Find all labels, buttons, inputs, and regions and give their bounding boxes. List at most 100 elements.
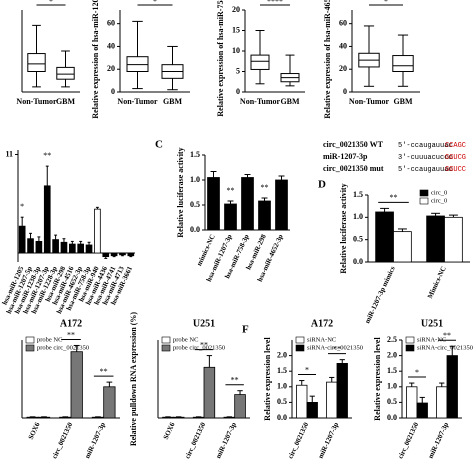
bar [26, 416, 39, 419]
significance: ** [227, 186, 235, 195]
y-tick-label: 1.5 [353, 190, 363, 199]
x-tick-label: miR-1207-3p [214, 421, 238, 460]
sequence: 5'-ccaugauuac [398, 142, 453, 150]
y-tick-label: 1.0 [387, 382, 397, 391]
bar [258, 200, 271, 231]
legend-label: siRNA-circ_0021350 [307, 344, 363, 351]
legend-label: probe NC [37, 336, 62, 343]
x-tick-label: SOX6 [27, 421, 42, 441]
chart-title: A172 [60, 318, 82, 329]
x-tick-label: circ_0021350 [396, 421, 420, 460]
y-axis-label: Relative expression of hsa-miR-1207-3p [91, 0, 100, 119]
significance: ** [100, 367, 108, 376]
y-tick-label: 0.0 [190, 225, 200, 234]
x-tick-label: SOX6 [162, 421, 177, 441]
legend-label: circ_0 [431, 197, 447, 204]
y-axis-label: Relative pulldown RNA expression (%) [129, 312, 138, 446]
y-tick-label: 0.5 [387, 397, 397, 406]
significance: ** [67, 330, 75, 339]
x-tick-label: GBM [163, 97, 183, 106]
y-axis-label: Relative expression of hsa-miR-758-3p [216, 0, 225, 117]
x-tick-label: Non-Tumor [240, 97, 281, 106]
box [250, 54, 270, 70]
binding-site: CCAGC [445, 142, 466, 150]
bar [94, 208, 101, 254]
legend-swatch [419, 197, 429, 205]
bar [326, 381, 338, 419]
y-tick-label: 1.5 [387, 366, 397, 375]
sequence: 5'-ccaugauuac [398, 166, 453, 174]
bar [203, 366, 216, 419]
bar [85, 244, 93, 254]
x-tick-label: GBM [56, 97, 76, 106]
significance: * [20, 202, 24, 211]
y-tick-label: 1.0 [353, 212, 363, 221]
y-tick-label: 40 [339, 41, 347, 50]
y-tick-label: 15 [232, 25, 240, 34]
x-tick-label: Non-Tumor [16, 97, 57, 106]
y-tick-label: 0.0 [387, 413, 397, 422]
bar [59, 416, 72, 419]
bar [436, 386, 448, 419]
x-tick-label: GBM [280, 97, 300, 106]
significance: * [415, 368, 419, 377]
y-tick-label: 60 [339, 18, 347, 27]
bar [393, 231, 412, 263]
significance: * [49, 0, 53, 6]
y-axis-label: Relative luciferase activity [339, 183, 348, 273]
bar [275, 179, 288, 231]
bar [52, 239, 59, 254]
significance: ** [43, 151, 51, 160]
sequence: 3'-cuuuacuccc [398, 154, 453, 162]
x-tick-label: miR-1207-3p [317, 421, 341, 460]
y-tick-label: 1.0 [190, 175, 200, 184]
bar [172, 416, 185, 419]
bar [241, 177, 254, 231]
significance: * [305, 365, 309, 374]
bar [43, 185, 51, 254]
legend-swatch [25, 344, 35, 352]
sequence-name: circ_0021350 WT [323, 140, 384, 149]
significance: ** [333, 344, 341, 353]
binding-site: GGUCG [445, 154, 466, 162]
y-tick-label: 11 [5, 149, 13, 158]
panel-label: C [155, 139, 163, 151]
y-axis-label: Relative expression level [263, 337, 272, 421]
legend-swatch [295, 344, 305, 352]
x-tick-label: miR-1207-3p mimics [363, 265, 397, 325]
bar [234, 394, 246, 419]
y-tick-label: 0 [236, 87, 240, 96]
box [392, 55, 414, 73]
binding-site: GGUCC [445, 166, 466, 174]
bar [77, 243, 85, 254]
bar [224, 203, 237, 231]
y-axis-label: Relative expression level [373, 337, 382, 421]
x-tick-label: miR-1207-3p [83, 421, 107, 460]
significance: ** [390, 193, 398, 202]
significance: ** [200, 340, 208, 349]
box [56, 66, 75, 80]
x-tick-label: miR-1207-3p [427, 421, 451, 460]
y-tick-label: 0 [343, 87, 347, 96]
legend-label: circ_0 [431, 189, 447, 196]
y-tick-label: 0.0 [353, 257, 363, 266]
y-tick-label: 1.5 [190, 150, 200, 159]
legend-swatch [419, 189, 429, 197]
y-tick-label: 0.0 [277, 413, 287, 422]
y-tick-label: 1.0 [277, 382, 287, 391]
y-axis-label: Relative luciferase activity [176, 147, 185, 237]
chart-title: U251 [421, 318, 443, 329]
y-tick-label: 0.5 [353, 234, 363, 243]
y-tick-label: 2.0 [277, 350, 287, 359]
y-tick-label: 20 [107, 64, 115, 73]
legend-label: siRNA-NC [307, 336, 336, 343]
legend-swatch [295, 336, 305, 344]
significance: ** [443, 331, 451, 340]
y-tick-label: 5 [236, 66, 240, 75]
bar [223, 416, 236, 419]
x-tick-label: GBM [393, 97, 413, 106]
y-tick-label: 1.5 [277, 366, 287, 375]
y-tick-label: 2.5 [387, 335, 397, 344]
bar [68, 243, 76, 254]
legend-swatch [405, 344, 415, 352]
